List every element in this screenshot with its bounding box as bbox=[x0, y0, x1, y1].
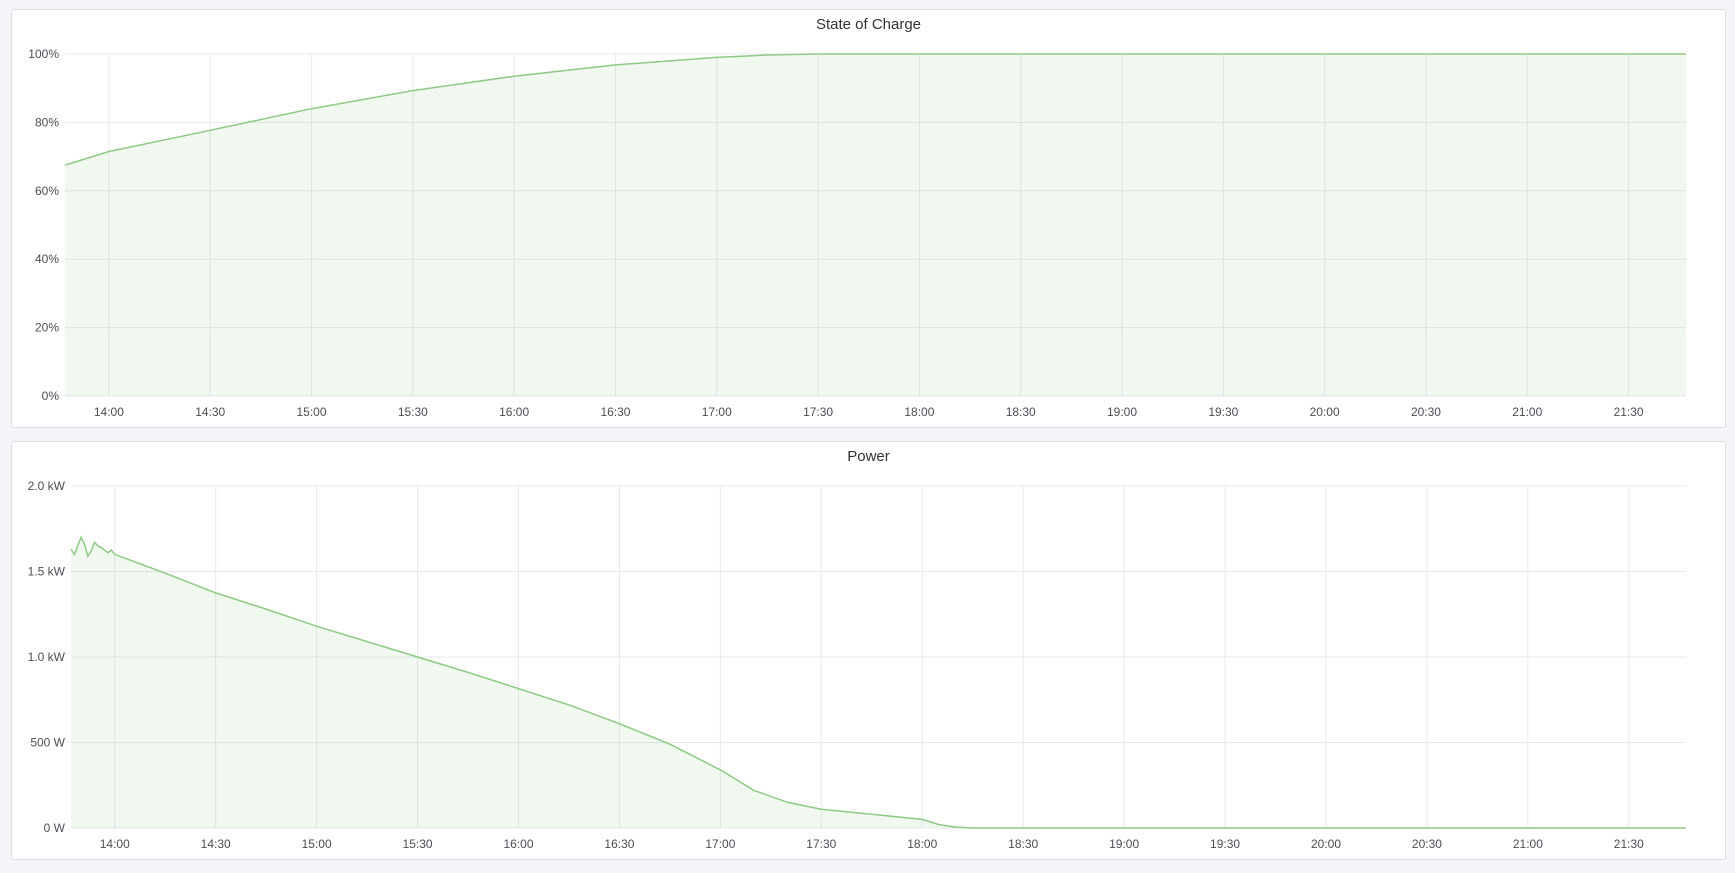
x-tick-label: 16:30 bbox=[604, 837, 634, 851]
x-tick-label: 17:30 bbox=[806, 837, 836, 851]
series-area bbox=[71, 537, 1686, 828]
x-tick-label: 19:00 bbox=[1109, 837, 1139, 851]
x-tick-label: 14:30 bbox=[201, 837, 231, 851]
x-tick-label: 20:00 bbox=[1311, 837, 1341, 851]
x-tick-label: 21:00 bbox=[1512, 405, 1542, 419]
series-line bbox=[64, 53, 1686, 166]
x-tick-label: 19:00 bbox=[1107, 405, 1137, 419]
x-tick-label: 17:30 bbox=[803, 405, 833, 419]
x-tick-label: 18:30 bbox=[1006, 405, 1036, 419]
x-tick-label: 14:30 bbox=[195, 405, 225, 419]
power-title: Power bbox=[847, 448, 890, 465]
x-tick-label: 18:00 bbox=[904, 405, 934, 419]
x-tick-label: 15:30 bbox=[398, 405, 428, 419]
x-tick-label: 19:30 bbox=[1210, 837, 1240, 851]
x-tick-label: 16:30 bbox=[600, 405, 630, 419]
y-tick-label: 40% bbox=[35, 252, 59, 266]
y-tick-label: 500 W bbox=[30, 736, 65, 750]
soc-panel: State of Charge 0% 20% 40% 60% 80% 100% 14:00 1… bbox=[11, 9, 1726, 428]
soc-title: State of Charge bbox=[815, 16, 922, 33]
y-tick-label: 1.5 kW bbox=[28, 565, 66, 579]
y-tick-label: 0% bbox=[42, 389, 60, 403]
x-tick-label: 21:00 bbox=[1513, 837, 1543, 851]
x-tick-label: 20:00 bbox=[1310, 405, 1340, 419]
x-tick-label: 15:00 bbox=[297, 405, 327, 419]
y-tick-label: 80% bbox=[35, 115, 59, 129]
x-tick-label: 14:00 bbox=[100, 837, 130, 851]
x-tick-label: 18:00 bbox=[907, 837, 937, 851]
x-tick-label: 20:30 bbox=[1411, 405, 1441, 419]
y-tick-label: 20% bbox=[35, 321, 59, 335]
y-tick-label: 1.0 kW bbox=[28, 650, 66, 664]
series-line bbox=[70, 535, 1686, 829]
x-tick-label: 21:30 bbox=[1614, 405, 1644, 419]
y-tick-label: 60% bbox=[35, 184, 59, 198]
y-tick-label: 100% bbox=[28, 47, 59, 61]
power-chart: 0 W 500 W 1.0 kW 1.5 kW 2.0 kW 14:00 14:30 15:0… bbox=[28, 479, 1686, 851]
x-tick-label: 18:30 bbox=[1008, 837, 1038, 851]
y-tick-label: 2.0 kW bbox=[28, 479, 66, 493]
x-tick-label: 21:30 bbox=[1614, 837, 1644, 851]
x-tick-label: 17:00 bbox=[705, 837, 735, 851]
x-tick-label: 17:00 bbox=[702, 405, 732, 419]
power-panel: Power 0 W 500 W 1.0 kW 1.5 kW 2.0 kW 14:00 14:… bbox=[11, 441, 1726, 860]
x-tick-label: 20:30 bbox=[1412, 837, 1442, 851]
x-tick-label: 19:30 bbox=[1208, 405, 1238, 419]
x-tick-label: 16:00 bbox=[503, 837, 533, 851]
x-tick-label: 16:00 bbox=[499, 405, 529, 419]
series-area bbox=[65, 54, 1686, 396]
soc-chart: 0% 20% 40% 60% 80% 100% 14:00 14:30 15:00 15:30 16… bbox=[28, 47, 1686, 419]
x-tick-label: 14:00 bbox=[94, 405, 124, 419]
y-tick-label: 0 W bbox=[44, 821, 66, 835]
x-tick-label: 15:00 bbox=[302, 837, 332, 851]
x-tick-label: 15:30 bbox=[403, 837, 433, 851]
